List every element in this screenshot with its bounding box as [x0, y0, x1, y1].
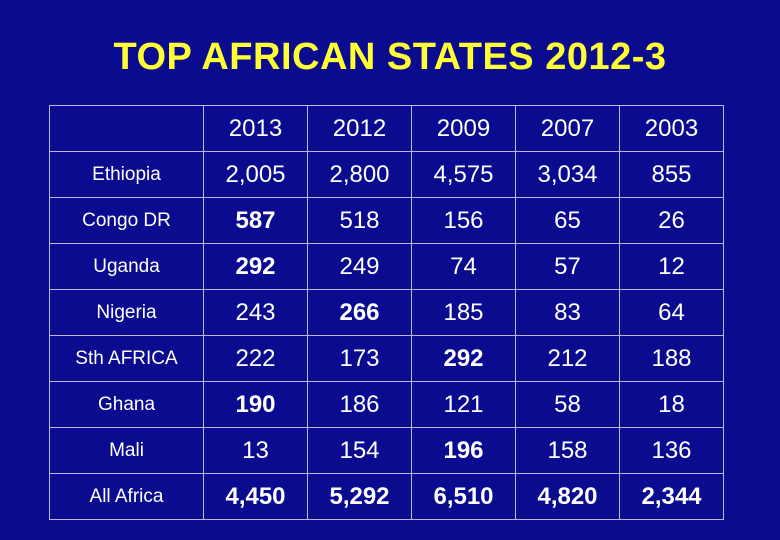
- table-cell: 292: [203, 243, 308, 290]
- table-cell: 190: [203, 381, 308, 428]
- table-row-sth-africa: Sth AFRICA 222 173 292 212 188: [49, 335, 724, 382]
- table-cell: 212: [515, 335, 620, 382]
- table-cell: 4,820: [515, 473, 620, 520]
- table-cell: 121: [411, 381, 516, 428]
- table-cell: 5,292: [307, 473, 412, 520]
- table-cell: 74: [411, 243, 516, 290]
- row-label: Nigeria: [49, 289, 204, 336]
- table-cell: 136: [619, 427, 724, 474]
- table-row-nigeria: Nigeria 243 266 185 83 64: [49, 289, 724, 336]
- table-row-mali: Mali 13 154 196 158 136: [49, 427, 724, 474]
- data-table: 2013 2012 2009 2007 2003 Ethiopia 2,005 …: [49, 105, 724, 520]
- table-row-uganda: Uganda 292 249 74 57 12: [49, 243, 724, 290]
- row-label: Mali: [49, 427, 204, 474]
- table-row-congo-dr: Congo DR 587 518 156 65 26: [49, 197, 724, 244]
- table-cell: 222: [203, 335, 308, 382]
- row-label: Uganda: [49, 243, 204, 290]
- header-cell-corner: [49, 105, 204, 152]
- table-row-ethiopia: Ethiopia 2,005 2,800 4,575 3,034 855: [49, 151, 724, 198]
- table-header-row: 2013 2012 2009 2007 2003: [49, 105, 724, 152]
- table-cell: 154: [307, 427, 412, 474]
- row-label: Congo DR: [49, 197, 204, 244]
- row-label: Ethiopia: [49, 151, 204, 198]
- table-cell: 58: [515, 381, 620, 428]
- table-cell: 18: [619, 381, 724, 428]
- table-cell: 158: [515, 427, 620, 474]
- table-row-ghana: Ghana 190 186 121 58 18: [49, 381, 724, 428]
- table-cell: 855: [619, 151, 724, 198]
- header-cell-2003: 2003: [619, 105, 724, 152]
- table-cell: 185: [411, 289, 516, 336]
- table-cell: 173: [307, 335, 412, 382]
- table-cell: 2,800: [307, 151, 412, 198]
- table-cell: 587: [203, 197, 308, 244]
- table-cell: 12: [619, 243, 724, 290]
- table-cell: 65: [515, 197, 620, 244]
- table-cell: 2,344: [619, 473, 724, 520]
- table-cell: 4,575: [411, 151, 516, 198]
- row-label: All Africa: [49, 473, 204, 520]
- table-cell: 188: [619, 335, 724, 382]
- table-cell: 13: [203, 427, 308, 474]
- header-cell-2012: 2012: [307, 105, 412, 152]
- header-cell-2013: 2013: [203, 105, 308, 152]
- header-cell-2009: 2009: [411, 105, 516, 152]
- row-label: Ghana: [49, 381, 204, 428]
- table-cell: 26: [619, 197, 724, 244]
- table-cell: 6,510: [411, 473, 516, 520]
- header-cell-2007: 2007: [515, 105, 620, 152]
- table-cell: 518: [307, 197, 412, 244]
- table-cell: 64: [619, 289, 724, 336]
- table-cell: 266: [307, 289, 412, 336]
- table-cell: 156: [411, 197, 516, 244]
- table-row-all-africa: All Africa 4,450 5,292 6,510 4,820 2,344: [49, 473, 724, 520]
- slide-title: TOP AFRICAN STATES 2012-3: [113, 36, 667, 78]
- table-cell: 2,005: [203, 151, 308, 198]
- table-cell: 57: [515, 243, 620, 290]
- table-cell: 3,034: [515, 151, 620, 198]
- row-label: Sth AFRICA: [49, 335, 204, 382]
- table-cell: 292: [411, 335, 516, 382]
- table-cell: 196: [411, 427, 516, 474]
- table-cell: 4,450: [203, 473, 308, 520]
- table-cell: 83: [515, 289, 620, 336]
- table-cell: 186: [307, 381, 412, 428]
- table-cell: 243: [203, 289, 308, 336]
- table-cell: 249: [307, 243, 412, 290]
